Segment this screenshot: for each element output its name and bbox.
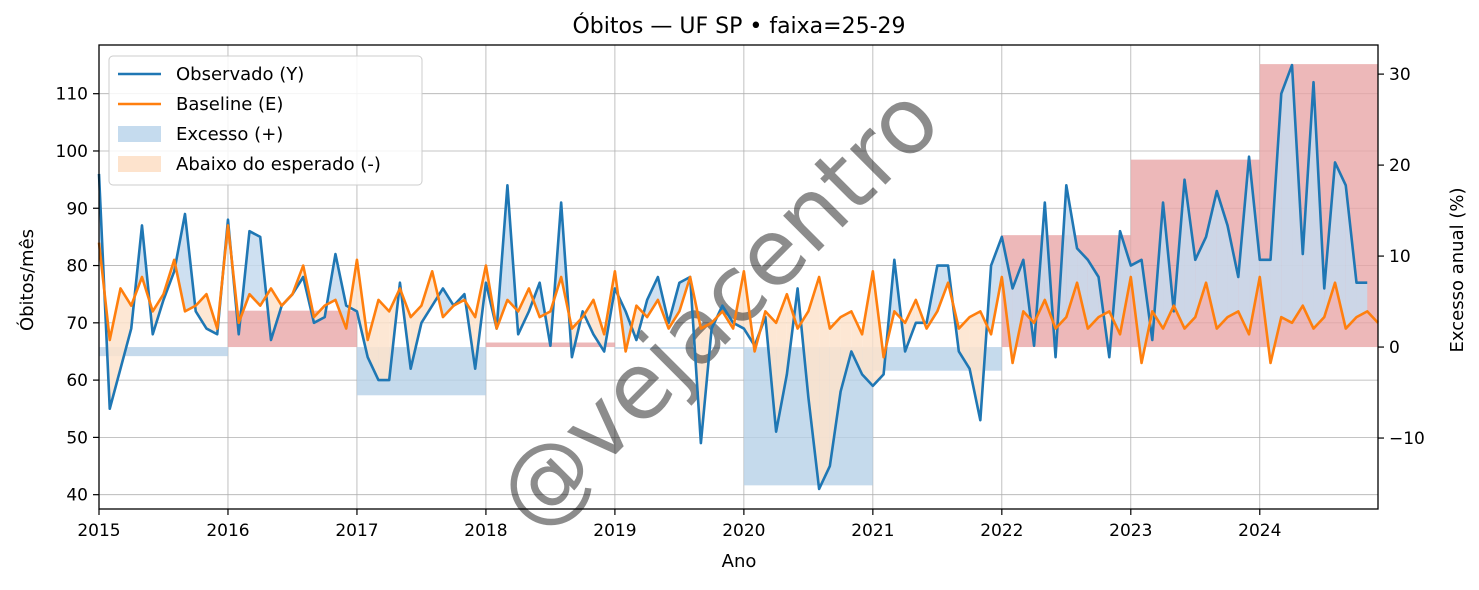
annual-excess-bar-2016 (228, 311, 357, 347)
y-tick-label: 80 (66, 257, 88, 277)
x-tick-label: 2017 (335, 521, 378, 541)
chart-title: Óbitos — UF SP • faixa=25-29 (572, 13, 905, 39)
y-right-tick-label: 20 (1389, 156, 1411, 176)
legend-swatch-2 (118, 126, 161, 142)
y-tick-label: 50 (66, 428, 88, 448)
x-axis-label: Ano (722, 551, 757, 572)
legend-swatch-3 (118, 156, 161, 172)
y-right-tick-label: 10 (1389, 247, 1411, 267)
y-axis-right-label: Excesso anual (%) (1447, 188, 1468, 353)
x-tick-label: 2015 (77, 521, 120, 541)
legend-label-3: Abaixo do esperado (-) (176, 154, 381, 175)
excess-fill (1281, 65, 1292, 323)
below-fill (120, 288, 131, 368)
y-right-tick-label: 30 (1389, 65, 1411, 85)
y-tick-label: 70 (66, 314, 88, 334)
watermark: @vejacentro (475, 65, 960, 550)
y-right-tick-label: −10 (1389, 429, 1425, 449)
below-fill (970, 311, 981, 420)
y-tick-label: 100 (56, 142, 88, 162)
watermark-layer: @vejacentro (475, 65, 960, 550)
x-tick-label: 2023 (1109, 521, 1152, 541)
y-right-tick-label: 0 (1389, 338, 1400, 358)
below-fill (378, 300, 389, 380)
legend-label-2: Excesso (+) (176, 124, 283, 145)
legend-label-1: Baseline (E) (176, 94, 283, 115)
x-tick-label: 2022 (980, 521, 1023, 541)
legend: Observado (Y) Baseline (E) Excesso (+) Abai… (109, 56, 422, 185)
x-tick-label: 2021 (851, 521, 894, 541)
legend-label-0: Observado (Y) (176, 64, 304, 85)
below-fill (518, 288, 529, 334)
x-tick-label: 2024 (1238, 521, 1281, 541)
x-tick-label: 2020 (722, 521, 765, 541)
y-tick-label: 110 (56, 85, 88, 105)
x-tick-label: 2016 (206, 521, 249, 541)
y-axis-label: Óbitos/mês (16, 229, 38, 331)
x-tick-label: 2019 (593, 521, 636, 541)
y-tick-label: 90 (66, 199, 88, 219)
y-tick-label: 60 (66, 371, 88, 391)
x-tick-label: 2018 (464, 521, 507, 541)
y-tick-label: 40 (66, 486, 88, 506)
